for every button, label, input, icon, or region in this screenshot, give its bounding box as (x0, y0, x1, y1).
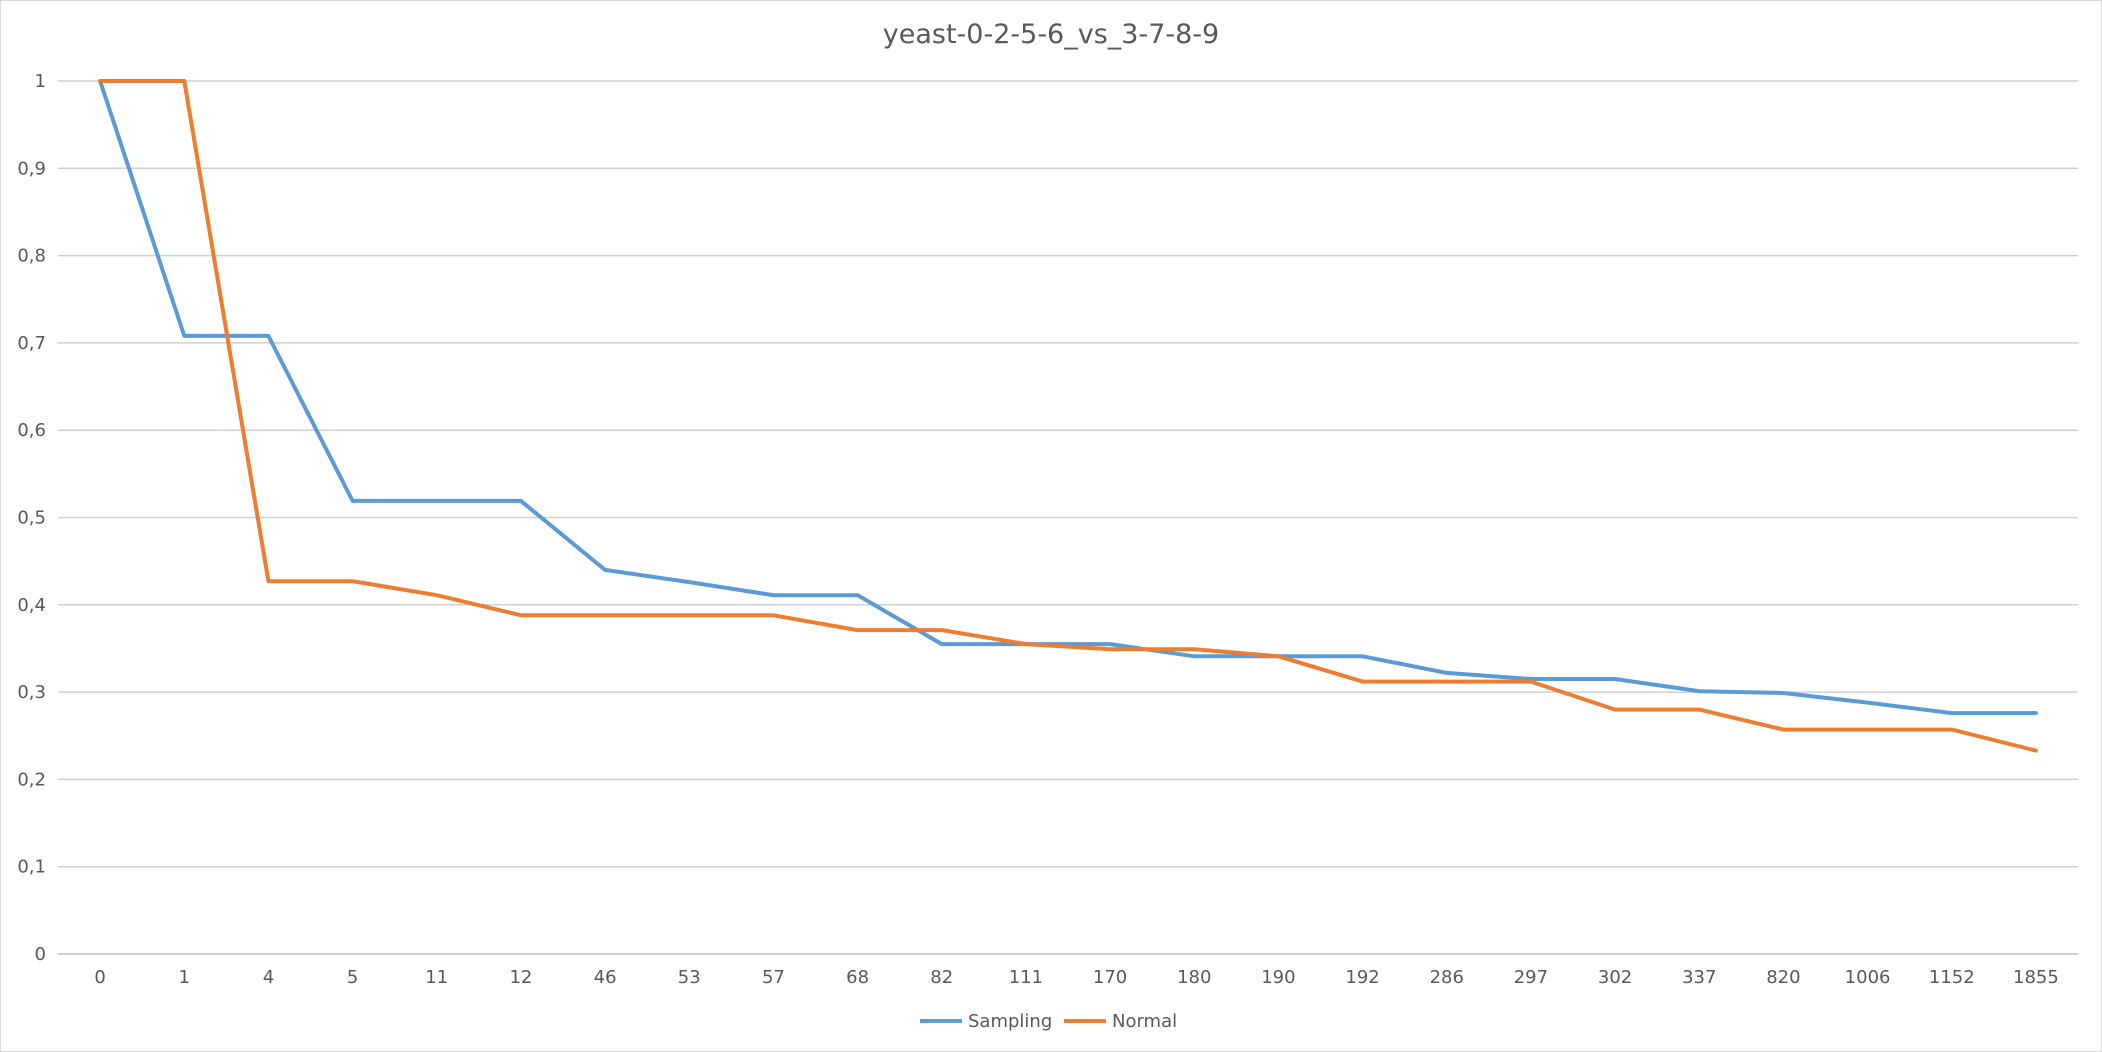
y-tick-label: 0,2 (17, 769, 46, 790)
x-tick-label: 57 (762, 967, 785, 988)
x-tick-label: 11 (425, 967, 448, 988)
x-tick-label: 5 (347, 967, 358, 988)
x-tick-label: 0 (94, 967, 105, 988)
series-line-sampling (98, 79, 2038, 716)
x-tick-label: 337 (1682, 967, 1716, 988)
y-axis-ticks: 0 0,1 0,2 0,3 0,4 0,5 0,6 0,7 0,8 0,9 1 (17, 71, 46, 965)
y-tick-label: 0,7 (17, 333, 46, 354)
y-tick-label: 0,9 (17, 158, 46, 179)
legend: Sampling Normal (920, 1011, 1177, 1032)
x-tick-label: 170 (1093, 967, 1127, 988)
series-line-normal (98, 79, 2038, 753)
x-tick-label: 12 (509, 967, 532, 988)
x-tick-label: 297 (1514, 967, 1548, 988)
x-tick-label: 180 (1177, 967, 1211, 988)
y-tick-label: 0,4 (17, 595, 46, 616)
x-tick-label: 1152 (1929, 967, 1975, 988)
x-tick-label: 46 (594, 967, 617, 988)
y-tick-label: 0,5 (17, 508, 46, 529)
y-tick-label: 1 (35, 71, 46, 92)
x-tick-label: 4 (263, 967, 274, 988)
series-lines (98, 79, 2038, 753)
x-tick-label: 190 (1261, 967, 1295, 988)
x-tick-label: 68 (846, 967, 869, 988)
legend-label-sampling: Sampling (968, 1011, 1052, 1032)
x-tick-label: 53 (678, 967, 701, 988)
x-tick-label: 1855 (2013, 967, 2059, 988)
legend-label-normal: Normal (1112, 1011, 1177, 1032)
y-tick-label: 0,3 (17, 682, 46, 703)
y-tick-label: 0,6 (17, 420, 46, 441)
x-tick-label: 82 (930, 967, 953, 988)
x-tick-label: 111 (1009, 967, 1043, 988)
x-tick-label: 1006 (1845, 967, 1891, 988)
x-tick-label: 820 (1766, 967, 1800, 988)
x-tick-label: 302 (1598, 967, 1632, 988)
x-tick-label: 192 (1345, 967, 1379, 988)
y-tick-label: 0,1 (17, 857, 46, 878)
x-tick-label: 286 (1430, 967, 1464, 988)
chart-title: yeast-0-2-5-6_vs_3-7-8-9 (883, 19, 1219, 50)
y-tick-label: 0,8 (17, 246, 46, 267)
gridlines (58, 80, 2078, 955)
x-tick-label: 1 (179, 967, 190, 988)
y-tick-label: 0 (35, 944, 46, 965)
x-axis-ticks: 0 1 4 5 11 12 46 53 57 68 82 111 170 180 190 192 286 297 3… (94, 967, 2058, 988)
